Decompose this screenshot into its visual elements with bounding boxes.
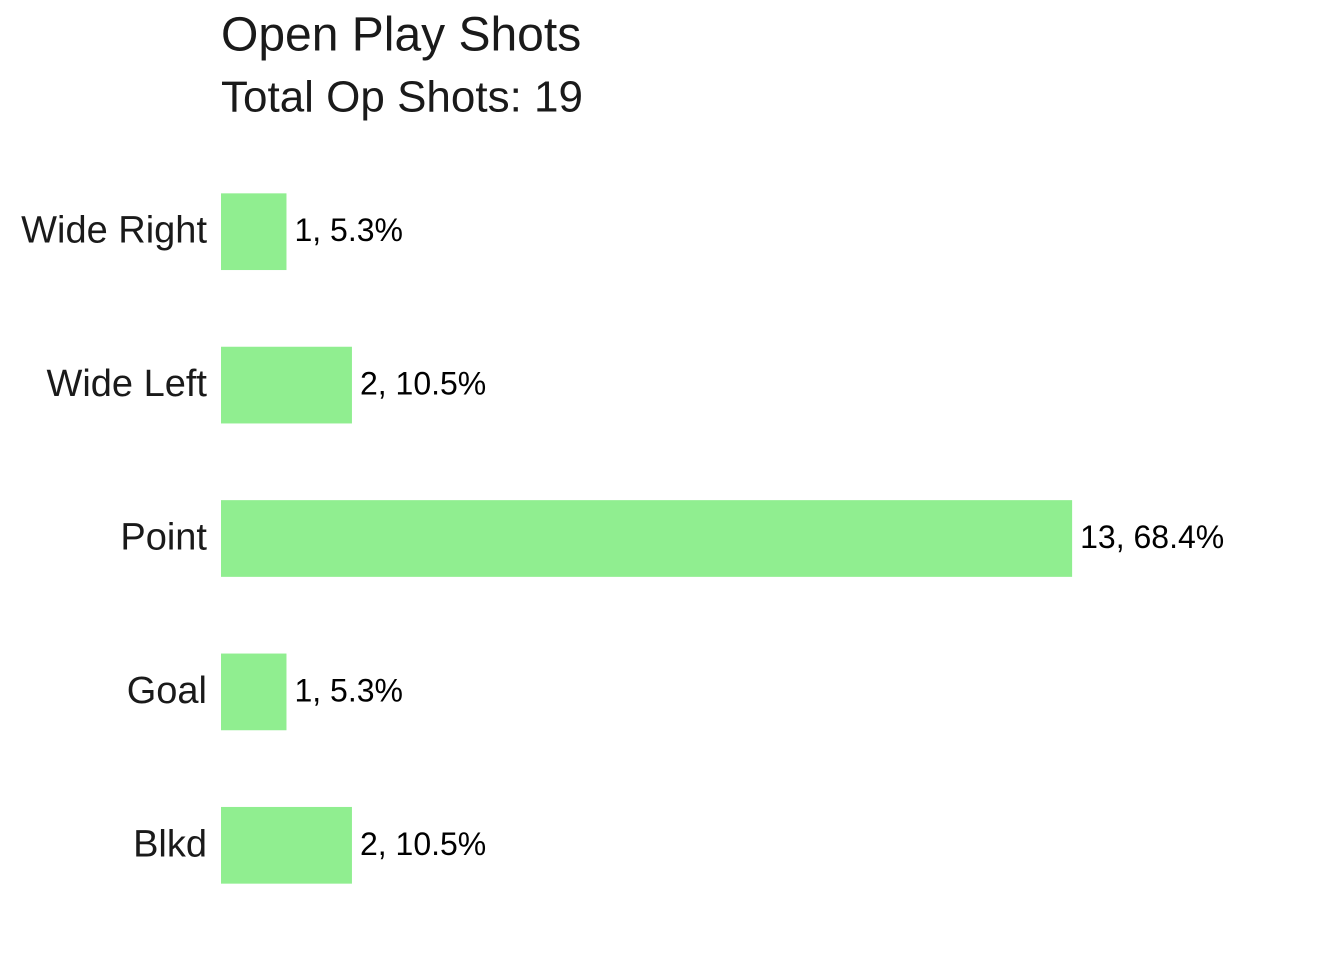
value-label: 2, 10.5% — [360, 826, 486, 862]
category-label: Goal — [127, 670, 207, 712]
value-label: 1, 5.3% — [294, 672, 403, 708]
chart-subtitle: Total Op Shots: 19 — [221, 73, 583, 122]
bar — [221, 653, 287, 731]
category-label: Wide Left — [46, 363, 207, 405]
bar — [221, 193, 287, 271]
value-label: 2, 10.5% — [360, 366, 486, 402]
bar — [221, 806, 352, 884]
bar — [221, 346, 352, 424]
chart-title: Open Play Shots — [221, 9, 581, 62]
category-label: Blkd — [133, 823, 207, 865]
value-label: 1, 5.3% — [294, 212, 403, 248]
bar — [221, 500, 1073, 577]
value-label: 13, 68.4% — [1080, 519, 1224, 555]
category-label: Wide Right — [21, 210, 207, 252]
category-label: Point — [120, 517, 207, 559]
